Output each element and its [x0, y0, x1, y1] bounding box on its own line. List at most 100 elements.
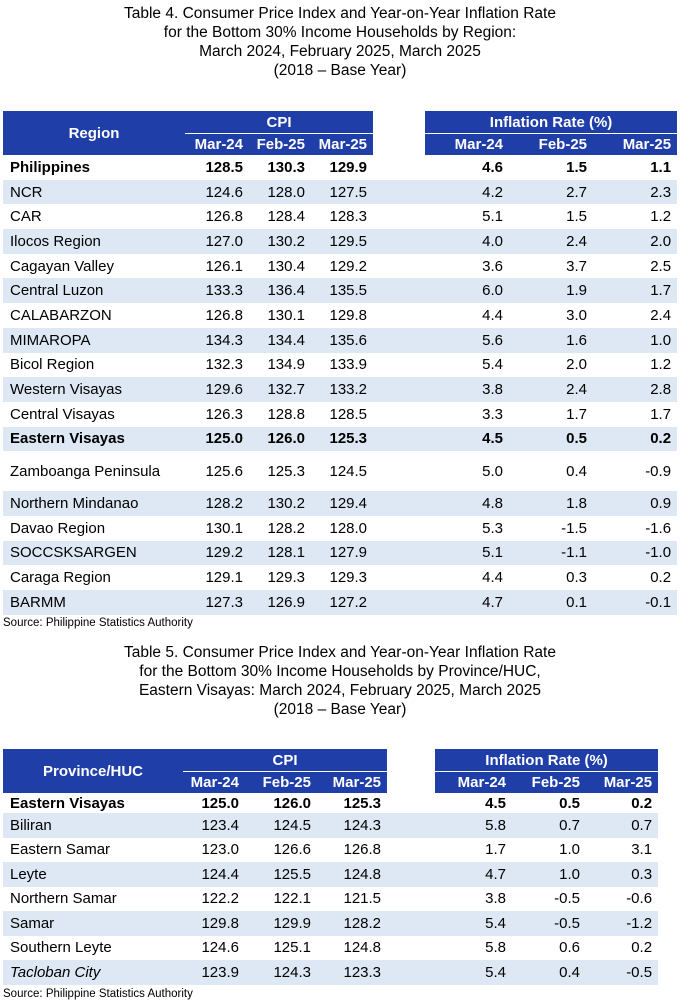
cpi-value: 123.9 [183, 960, 245, 985]
row-name: Northern Mindanao [3, 491, 185, 516]
row-name: Eastern Samar [10, 841, 111, 859]
cpi-value: 123.3 [317, 960, 388, 985]
inflation-value: 5.4 [482, 356, 504, 374]
inflation-value: 0.2 [631, 794, 653, 812]
inflation-value: 1.7 [593, 278, 678, 304]
inflation-value: -0.5 [586, 960, 659, 985]
cpi-value: 129.2 [185, 540, 249, 566]
inflation-value: -1.6 [645, 519, 672, 537]
inflation-value: 1.7 [566, 405, 588, 423]
cpi-value: 124.6 [185, 179, 249, 205]
inflation-value: -0.5 [512, 911, 587, 936]
table4-source: Source: Philippine Statistics Authority [3, 617, 193, 629]
table4-body: Philippines 128.5 130.3 129.9 4.6 1.5 1.1 NCR 12… [3, 155, 678, 615]
column-gap [373, 327, 426, 353]
inflation-value: 3.0 [566, 306, 588, 324]
inflation-value: 3.1 [631, 841, 653, 859]
cpi-period-header: Mar-25 [317, 771, 388, 793]
cpi-value: 132.3 [205, 356, 243, 374]
cpi-value: 133.9 [329, 356, 368, 374]
table-row: Cagayan Valley 126.1 130.4 129.2 3.6 3.7 2.5 [3, 254, 677, 279]
inflation-period-header: Mar-24 [425, 133, 510, 155]
row-name: SOCCSKSARGEN [3, 540, 185, 566]
column-gap [373, 179, 426, 205]
cpi-value: 125.3 [343, 794, 382, 812]
inflation-group-header: Inflation Rate (%) [435, 749, 659, 772]
table5-title-line: for the Bottom 30% Income Households by … [139, 663, 541, 680]
inflation-value: 4.5 [485, 794, 507, 812]
inflation-group-header: Inflation Rate (%) [425, 111, 678, 134]
inflation-value: 0.2 [631, 939, 653, 957]
cpi-value: 129.3 [329, 569, 368, 587]
inflation-value: 3.8 [485, 890, 507, 908]
cpi-value: 126.3 [205, 405, 243, 423]
cpi-value: 128.2 [317, 911, 388, 936]
cpi-value: 134.3 [185, 327, 249, 353]
inflation-value: 1.2 [650, 208, 672, 226]
header-gap [373, 133, 426, 155]
column-gap [373, 540, 426, 566]
inflation-value: 2.8 [593, 377, 678, 402]
cpi-value: 125.3 [311, 426, 374, 452]
row-name: BARMM [3, 590, 185, 615]
cpi-value: 129.6 [185, 377, 249, 402]
cpi-value: 128.5 [205, 158, 243, 176]
table-row: Central Luzon 133.3 136.4 135.5 6.0 1.9 1.7 [3, 278, 678, 304]
column-gap [373, 516, 425, 541]
cpi-group-header: CPI [183, 749, 388, 772]
cpi-value: 126.9 [249, 590, 311, 615]
cpi-value: 130.1 [267, 306, 305, 324]
cpi-value: 124.3 [245, 960, 317, 985]
row-name: Philippines [10, 158, 91, 176]
row-name: Northern Samar [10, 890, 117, 908]
table-row: Ilocos Region 127.0 130.2 129.5 4.0 2.4 2.0 [3, 229, 678, 254]
cpi-period-header: Mar-25 [311, 133, 374, 155]
table5-source: Source: Philippine Statistics Authority [3, 988, 193, 1000]
table-row: CAR 126.8 128.4 128.3 5.1 1.5 1.2 [3, 204, 677, 229]
table-row: Zamboanga Peninsula 125.6 125.3 124.5 5.0 0.4… [3, 451, 677, 491]
cpi-value: 129.8 [329, 306, 368, 324]
table4-title-line: Table 4. Consumer Price Index and Year-o… [124, 5, 556, 22]
cpi-value: 130.2 [249, 491, 311, 516]
row-name: Tacloban City [3, 960, 183, 985]
column-gap [373, 155, 425, 180]
cpi-value: 129.4 [311, 491, 374, 516]
cpi-value: 134.4 [249, 327, 311, 353]
table-row: Northern Samar 122.2 122.1 121.5 3.8 -0.5 -0.6 [3, 887, 658, 912]
cpi-value: 128.1 [249, 540, 311, 566]
inflation-value: -0.1 [593, 590, 678, 615]
cpi-value: 126.6 [273, 841, 311, 859]
inflation-value: -0.9 [645, 462, 672, 480]
inflation-value: 3.3 [482, 405, 504, 423]
inflation-period-header: Mar-25 [593, 133, 678, 155]
inflation-value: 0.7 [512, 813, 587, 838]
cpi-value: 123.4 [183, 813, 245, 838]
column-gap [373, 426, 426, 452]
table-row: BARMM 127.3 126.9 127.2 4.7 0.1 -0.1 [3, 590, 678, 615]
inflation-value: 2.0 [593, 229, 678, 254]
inflation-value: 4.4 [482, 306, 504, 324]
cpi-value: 129.9 [245, 911, 317, 936]
column-gap [373, 590, 426, 615]
inflation-value: 1.0 [559, 841, 581, 859]
cpi-value: 125.0 [201, 794, 239, 812]
inflation-value: 2.4 [509, 229, 594, 254]
cpi-value: 124.4 [183, 862, 245, 887]
cpi-value: 127.0 [185, 229, 249, 254]
inflation-value: 1.1 [650, 158, 672, 176]
inflation-value: 3.8 [425, 377, 510, 402]
cpi-group-header: CPI [185, 111, 374, 134]
cpi-value: 127.2 [311, 590, 374, 615]
inflation-value: 0.2 [650, 569, 672, 587]
row-name: Eastern Visayas [3, 426, 185, 452]
cpi-period-header: Mar-24 [185, 133, 249, 155]
cpi-value: 124.5 [329, 462, 368, 480]
inflation-value: -0.6 [626, 890, 653, 908]
cpi-value: 129.1 [205, 569, 243, 587]
cpi-value: 130.4 [267, 257, 305, 275]
inflation-value: 4.0 [425, 229, 510, 254]
row-name: Zamboanga Peninsula [10, 462, 161, 480]
row-name: Ilocos Region [3, 229, 185, 254]
cpi-value: 122.2 [201, 890, 239, 908]
cpi-value: 126.8 [343, 841, 382, 859]
